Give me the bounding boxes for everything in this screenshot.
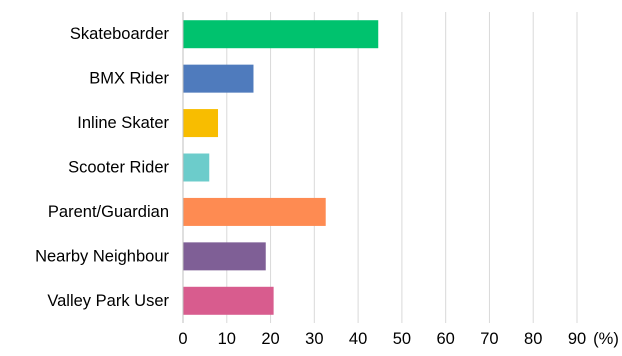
x-tick-label: 30 [305, 330, 323, 348]
x-tick-label: 70 [480, 330, 498, 348]
bar-valley-park-user [183, 286, 274, 315]
tick-labels: 0 10 20 30 40 50 60 70 80 90 (%) [178, 330, 618, 348]
category-label: Valley Park User [47, 292, 169, 310]
category-labels: Skateboarder BMX Rider Inline Skater Scoote… [35, 25, 169, 310]
category-label: Parent/Guardian [48, 203, 169, 221]
x-tick-label: 10 [218, 330, 236, 348]
bar-inline-skater [183, 109, 219, 138]
category-label: Inline Skater [77, 114, 169, 132]
x-tick-label: 40 [349, 330, 367, 348]
bar-scooter-rider [183, 153, 210, 182]
x-tick-label: 0 [178, 330, 187, 348]
category-label: Nearby Neighbour [35, 247, 169, 265]
x-tick-label: 80 [524, 330, 542, 348]
bar-skateboarder [183, 20, 379, 49]
x-tick-label: 20 [261, 330, 279, 348]
category-label: Skateboarder [70, 25, 170, 43]
bar-parent-guardian [183, 197, 326, 226]
bar-bmx-rider [183, 64, 254, 93]
bars [183, 20, 379, 315]
x-tick-label: 50 [393, 330, 411, 348]
gridlines [226, 12, 578, 323]
x-unit-label: (%) [593, 330, 619, 348]
category-label: BMX Rider [89, 70, 169, 88]
category-label: Scooter Rider [68, 159, 169, 177]
x-tick-label: 60 [436, 330, 454, 348]
x-tick-label: 90 [568, 330, 586, 348]
bar-nearby-neighbour [183, 242, 266, 271]
